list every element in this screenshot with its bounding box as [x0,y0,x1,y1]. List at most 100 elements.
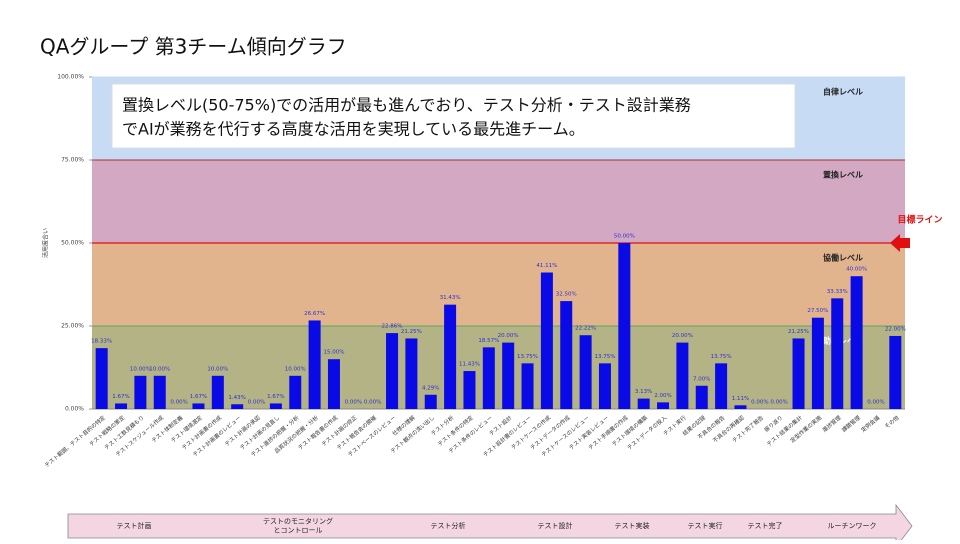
value-label: 0.00% [248,400,265,406]
bar [463,371,476,409]
value-label: 18.33% [91,339,112,345]
chart-title: QAグループ 第3チーム傾向グラフ [40,35,347,59]
value-label: 50.00% [614,234,635,240]
x-tick-label: 課題管理 [840,413,862,434]
target-arrow [890,234,910,252]
value-label: 0.00% [364,400,381,406]
bar [540,272,553,409]
value-label: 13.75% [711,354,732,360]
phase-label: テスト完了 [748,521,783,530]
bar [192,403,205,409]
bar [134,375,147,409]
value-label: 13.75% [594,354,615,360]
value-label: 1.67% [267,394,284,400]
x-tick-label: 定型作業の実施 [788,413,823,444]
y-tick-label: 25.00% [61,323,84,330]
level-label: 協働レベル [823,253,863,263]
value-label: 33.33% [827,289,848,295]
bar [386,333,399,409]
value-label: 0.00% [770,400,787,406]
bar [289,375,302,409]
bar [657,402,670,409]
phase-label: テスト分析 [431,521,466,530]
value-label: 18.57% [478,338,499,344]
bar [482,347,495,409]
bar [153,375,166,409]
phase-label: テスト実装 [615,521,650,530]
value-label: 2.00% [654,393,671,399]
value-label: 22.00% [885,326,906,332]
bar [521,363,534,409]
bar [269,403,282,409]
value-label: 20.00% [672,333,693,339]
x-tick-label: 進捗管理 [820,413,842,434]
y-axis-label: 活用度合い [42,228,50,258]
phase-label: ルーチンワーク [828,522,877,530]
phase-arrow [67,503,913,544]
phase-label: テスト設計 [538,521,573,530]
level-label: 自律レベル [823,87,863,97]
value-label: 10.00% [285,366,306,372]
bar [831,298,844,409]
bar [327,359,340,409]
value-label: 0.00% [751,400,768,406]
x-tick-label: その他 [883,413,901,430]
bar [695,385,708,409]
bar [95,348,108,409]
level-label: 置換レベル [823,170,863,180]
value-label: 13.75% [517,354,538,360]
value-label: 1.43% [228,395,245,401]
value-label: 21.25% [788,329,809,335]
value-label: 31.43% [440,295,461,301]
value-label: 11.43% [459,362,480,368]
bar [405,338,418,409]
value-label: 32.50% [556,292,577,298]
y-tick-label: 0.00% [65,406,84,413]
phase-label: テストのモニタリングとコントロール [263,517,333,535]
value-label: 4.29% [422,385,439,391]
value-label: 27.50% [807,308,828,314]
value-label: 7.00% [693,376,710,382]
bar [308,320,321,409]
bar [792,338,805,409]
bar [811,317,824,409]
bar [424,394,437,409]
value-label: 21.25% [401,329,422,335]
annotation-box [111,83,796,149]
value-label: 10.00% [130,366,151,372]
bar [502,342,515,409]
bar [618,243,631,409]
bar [889,335,902,409]
bar [637,398,650,409]
bar [560,301,573,409]
bar [444,304,457,409]
bar [734,405,747,409]
value-label: 15.00% [323,350,344,356]
value-label: 10.00% [207,366,228,372]
value-label: 10.00% [149,366,170,372]
value-label: 1.67% [112,394,129,400]
value-label: 40.00% [846,267,867,273]
bar [211,375,224,409]
value-label: 0.00% [345,400,362,406]
level-band [92,243,905,326]
bar [115,403,128,409]
level-band [92,160,905,243]
x-tick-label: 定例会議 [859,413,881,434]
value-label: 41.11% [536,263,557,269]
bar [850,276,863,409]
bar [231,404,244,409]
y-tick-label: 50.00% [61,240,84,247]
phase-label: テスト計画 [117,521,152,530]
phase-label: テスト実行 [688,521,723,530]
bar [715,363,728,409]
value-label: 0.00% [867,400,884,406]
level-band [92,326,905,409]
value-label: 20.00% [498,333,519,339]
value-label: 3.13% [635,389,652,395]
value-label: 22.22% [575,326,596,332]
value-label: 1.11% [732,396,749,402]
y-tick-label: 100.00% [57,74,84,81]
value-label: 1.67% [190,394,207,400]
